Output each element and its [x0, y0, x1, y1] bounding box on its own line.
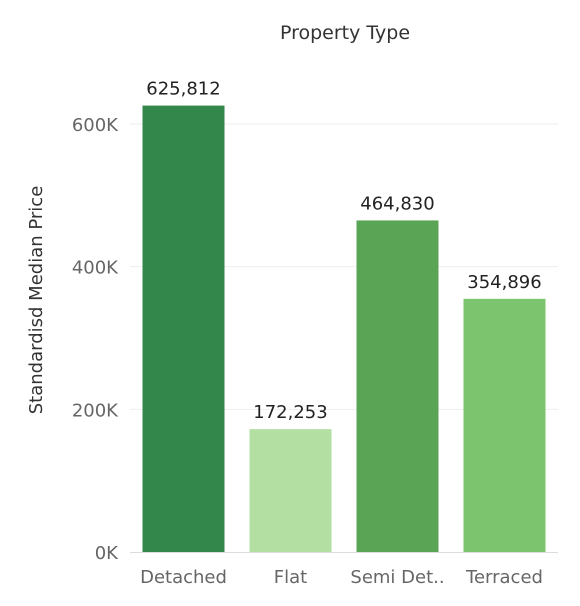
bars	[142, 105, 546, 553]
data-label: 172,253	[253, 402, 327, 423]
y-axis-ticks: 0K 200K 400K 600K	[72, 115, 119, 564]
y-axis-label: Standardisd Median Price	[26, 186, 47, 415]
x-tick-label: Semi Det..	[350, 567, 444, 588]
data-label: 464,830	[360, 193, 434, 214]
chart-title: Property Type	[280, 22, 410, 44]
y-tick-label: 200K	[72, 400, 119, 421]
bar	[249, 429, 332, 552]
y-tick-label: 400K	[72, 258, 119, 279]
bar	[356, 220, 439, 552]
x-tick-label: Terraced	[465, 567, 543, 588]
bar	[142, 105, 225, 553]
x-axis-ticks: Detached Flat Semi Det.. Terraced	[140, 567, 543, 588]
y-tick-label: 600K	[72, 115, 119, 136]
x-tick-label: Flat	[274, 567, 307, 588]
bar	[463, 298, 546, 552]
data-label: 625,812	[146, 79, 220, 100]
y-tick-label: 0K	[95, 543, 119, 564]
data-label: 354,896	[467, 272, 541, 293]
data-labels: 625,812 172,253 464,830 354,896	[146, 79, 541, 424]
x-tick-label: Detached	[140, 567, 227, 588]
